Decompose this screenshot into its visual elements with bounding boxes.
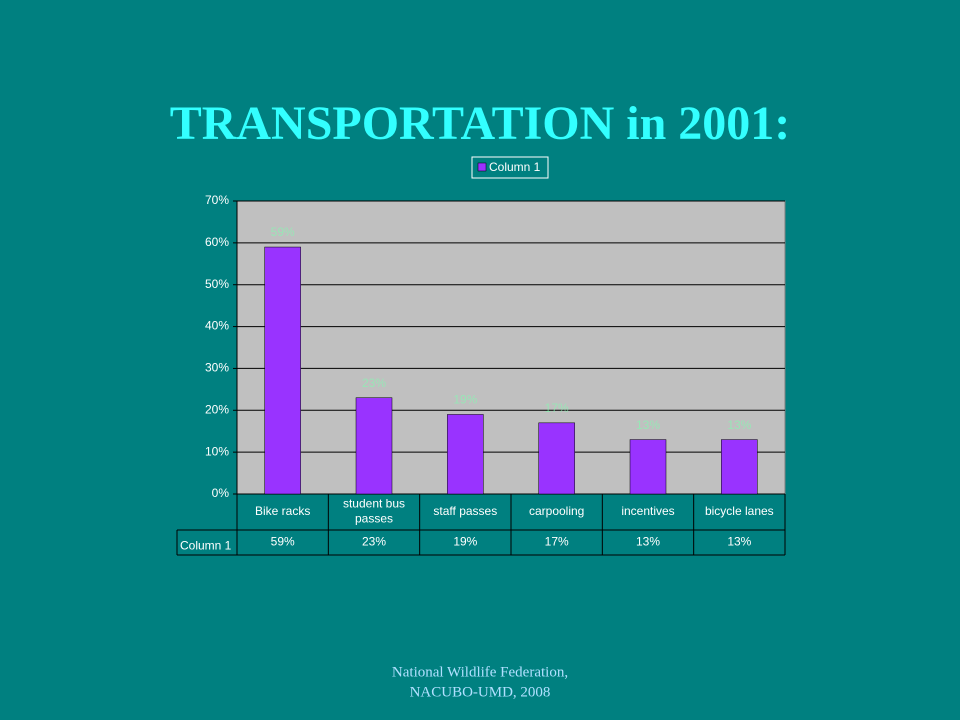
chart-title: TRANSPORTATION in 2001: bbox=[170, 97, 791, 150]
bar bbox=[264, 246, 301, 495]
x-tick-label: student bus passes bbox=[343, 497, 405, 526]
y-tick-label: 70% bbox=[205, 193, 229, 207]
data-label: 13% bbox=[727, 418, 751, 432]
table-row-label: Column 1 bbox=[180, 539, 232, 553]
table-value: 13% bbox=[727, 535, 751, 549]
table-value: 59% bbox=[271, 535, 295, 549]
y-tick-label: 60% bbox=[205, 235, 229, 249]
plot-area bbox=[236, 200, 786, 495]
x-tick-label: carpooling bbox=[529, 504, 584, 518]
y-tick-label: 10% bbox=[205, 444, 229, 458]
legend-box bbox=[471, 156, 549, 179]
data-label: 19% bbox=[453, 393, 477, 407]
table-value: 13% bbox=[636, 535, 660, 549]
x-tick-label: bicycle lanes bbox=[705, 504, 774, 518]
y-tick-label: 30% bbox=[205, 361, 229, 375]
legend-label: Column 1 bbox=[489, 160, 541, 174]
x-tick-label: Bike racks bbox=[255, 504, 310, 518]
data-label: 23% bbox=[362, 376, 386, 390]
y-tick-label: 0% bbox=[212, 486, 230, 500]
y-tick-label: 20% bbox=[205, 402, 229, 416]
data-label: 59% bbox=[271, 225, 295, 239]
legend-swatch bbox=[477, 162, 487, 172]
bar bbox=[355, 397, 393, 495]
table-value: 19% bbox=[453, 535, 477, 549]
footer-line: National Wildlife Federation, bbox=[392, 664, 568, 680]
data-label: 13% bbox=[636, 418, 660, 432]
bar bbox=[721, 439, 758, 495]
y-tick-label: 50% bbox=[205, 277, 229, 291]
bar bbox=[447, 414, 484, 495]
table-value: 23% bbox=[362, 535, 386, 549]
x-tick-label: staff passes bbox=[433, 504, 497, 518]
x-tick-label: incentives bbox=[621, 504, 674, 518]
table-value: 17% bbox=[545, 535, 569, 549]
y-tick-label: 40% bbox=[205, 319, 229, 333]
bar bbox=[538, 422, 575, 495]
bar bbox=[629, 439, 667, 495]
footer-line: NACUBO-UMD, 2008 bbox=[410, 684, 551, 700]
data-label: 17% bbox=[545, 401, 569, 415]
